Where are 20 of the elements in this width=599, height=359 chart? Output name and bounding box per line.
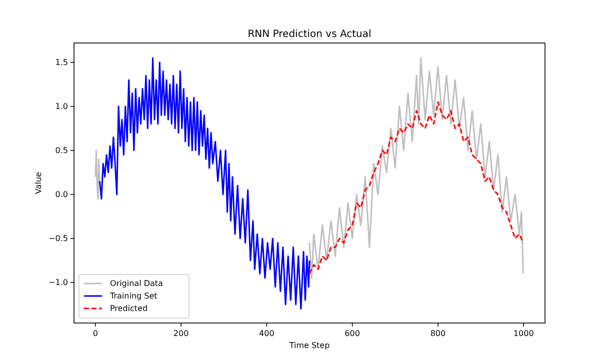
- y-tick-label: 1.0: [55, 102, 68, 111]
- legend-label: Training Set: [109, 292, 158, 301]
- x-tick-label: 600: [344, 329, 360, 338]
- x-tick-label: 1000: [513, 329, 534, 338]
- legend-label: Predicted: [110, 304, 148, 314]
- y-axis-title: Value: [34, 172, 43, 194]
- x-tick-label: 800: [430, 329, 446, 338]
- y-tick-label: 1.5: [55, 58, 68, 67]
- chart-title: RNN Prediction vs Actual: [248, 29, 372, 40]
- y-tick-label: 0.0: [55, 190, 68, 200]
- y-tick-label: −1.0: [48, 278, 68, 288]
- y-tick-label: −0.5: [48, 234, 68, 244]
- x-tick-label: 400: [259, 329, 274, 338]
- line-series: [98, 57, 310, 310]
- x-tick-label: 0: [92, 329, 98, 338]
- x-tick-label: 200: [173, 329, 189, 338]
- y-tick-label: 0.5: [55, 146, 68, 155]
- x-axis-title: Time Step: [288, 341, 330, 350]
- line-series: [308, 101, 524, 274]
- legend-label: Original Data: [110, 279, 164, 288]
